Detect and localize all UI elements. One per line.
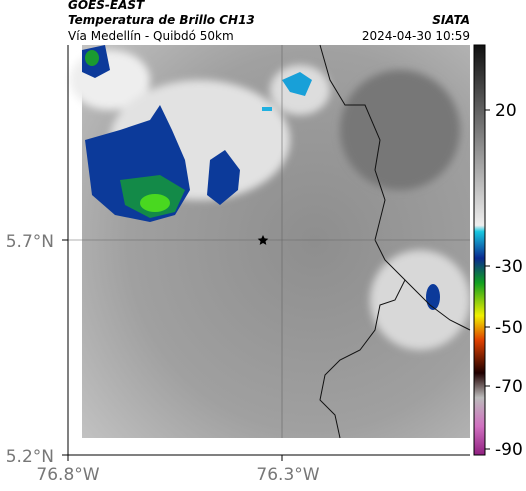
y-label: 5.7°N — [6, 232, 54, 252]
satellite: GOES-EAST — [68, 0, 145, 12]
source: SIATA — [432, 13, 470, 27]
colorbar-label: -90 — [495, 440, 523, 460]
axes: 5.7°N 5.2°N 76.8°W 76.3°W — [6, 45, 470, 485]
product: Temperatura de Brillo CH13 — [68, 13, 255, 27]
x-label: 76.8°W — [36, 465, 99, 485]
map — [68, 44, 471, 439]
datetime: 2024-04-30 10:59 — [362, 29, 470, 43]
colorbar-label: -30 — [495, 257, 523, 277]
colorbar-label: -50 — [495, 318, 523, 338]
x-label: 76.3°W — [256, 465, 319, 485]
colorbar-label: -70 — [495, 377, 523, 397]
colorbar-label: 20 — [495, 101, 517, 121]
region: Vía Medellín - Quibdó 50km — [68, 29, 234, 43]
y-label: 5.2°N — [6, 447, 54, 467]
colorbar: 20 -30 -50 -70 -90 — [473, 44, 523, 460]
